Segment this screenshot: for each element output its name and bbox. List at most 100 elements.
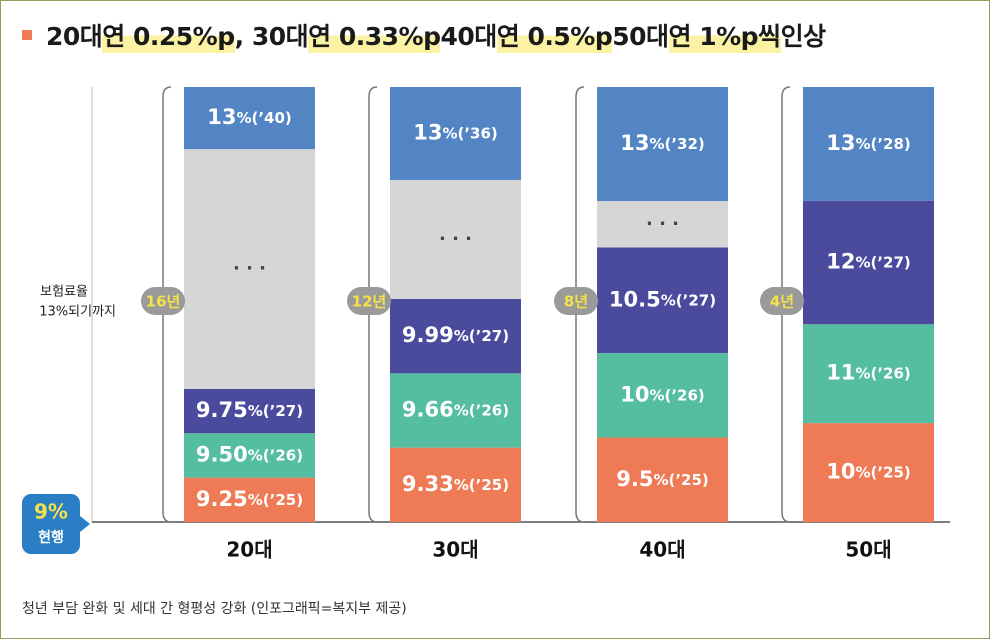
segment-year: %(’28) [855,134,910,152]
title-segment: 연 0.25%p [102,17,235,53]
title-segment: 40대 [440,22,497,51]
title-segment: 연 0.33%p [308,17,441,53]
bar-segment-indigo [803,200,934,325]
chart-title: 20대 연 0.25%p , 30대 연 0.33%p 40대 연 0.5%p … [22,10,826,60]
segment-rate: 9.50 [196,442,248,466]
current-rate-badge [22,494,80,554]
duration-badge [554,287,598,315]
segment-label: 10.5%(’27) [609,287,716,311]
ellipsis-marker: · · · [646,213,679,234]
x-tick-label: 30대 [432,538,478,562]
bar-segment-gray [390,179,521,299]
bar-segment-teal [597,353,728,438]
segment-year: %(’32) [649,135,704,153]
ellipsis-marker: · · · [439,228,472,249]
segment-label: 12%(’27) [826,249,911,273]
segment-rate: 9.99 [402,323,454,347]
bar-segment-teal [184,433,315,478]
segment-label: 9.50%(’26) [196,442,303,466]
duration-badge-text: 4년 [770,293,794,311]
segment-year: %(’25) [653,470,708,488]
segment-year: %(’25) [248,490,303,508]
segment-label: 13%(’40) [207,105,292,129]
bar-segment-orange [803,423,934,522]
segment-year: %(’27) [454,327,509,345]
segment-label: 13%(’32) [620,131,705,155]
segment-rate: 9.25 [196,487,248,511]
bar-segment-blue [597,87,728,202]
segment-year: %(’25) [855,463,910,481]
segment-label: 9.33%(’25) [402,472,509,496]
bar-segment-teal [390,373,521,448]
segment-year: %(’26) [454,401,509,419]
segment-year: %(’26) [248,446,303,464]
bar-segment-indigo [184,388,315,434]
bar-segment-gray [597,201,728,248]
segment-rate: 10 [826,460,855,484]
bar-segment-orange [597,437,728,522]
segment-year: %(’40) [236,109,291,127]
segment-rate: 10 [620,382,649,406]
bar-segment-blue [803,87,934,201]
title-segment: 연 0.5%p [496,17,613,53]
segment-label: 9.75%(’27) [196,398,303,422]
segment-rate: 9.75 [196,398,248,422]
segment-rate: 13 [826,131,855,155]
segment-rate: 9.5 [616,467,653,491]
segment-year: %(’27) [661,291,716,309]
title-bullet-icon [22,30,32,40]
segment-rate: 13 [207,105,236,129]
segment-rate: 9.66 [402,397,454,421]
segment-label: 9.25%(’25) [196,487,303,511]
bar-segment-indigo [597,247,728,354]
current-rate-text: 현행 [38,530,64,546]
x-tick-label: 40대 [639,538,685,562]
bar-segment-gray [184,149,315,389]
duration-badge-text: 12년 [352,293,387,311]
stacked-bar-chart: 보험료율13%되기까지9%현행9.25%(’25)9.50%(’26)9.75%… [22,86,950,562]
bar-segment-teal [803,324,934,424]
current-rate-value: 9% [34,500,68,524]
segment-year: %(’26) [649,386,704,404]
image-caption: 청년 부담 완화 및 세대 간 형평성 강화 (인포그래픽=복지부 제공) [22,601,407,617]
segment-label: 9.66%(’26) [402,397,509,421]
title-segment: 20대 [46,22,103,51]
segment-rate: 11 [826,361,855,385]
ellipsis-marker: · · · [233,258,266,279]
title-segment: , 30대 [234,22,309,51]
segment-label: 9.99%(’27) [402,323,509,347]
segment-year: %(’26) [855,364,910,382]
duration-badge [347,287,391,315]
segment-year: %(’25) [454,475,509,493]
segment-year: %(’27) [248,402,303,420]
segment-label: 10%(’26) [620,382,705,406]
segment-rate: 13 [620,131,649,155]
duration-badge [760,287,804,315]
bar-segment-orange [390,447,521,522]
title-segment: 인상 [780,22,827,51]
segment-rate: 13 [413,120,442,144]
segment-rate: 12 [826,249,855,273]
segment-rate: 10.5 [609,287,661,311]
bar-segment-blue [184,87,315,150]
duration-badge-text: 16년 [146,293,181,311]
segment-label: 13%(’28) [826,131,911,155]
bar-segment-orange [184,477,315,522]
segment-year: %(’36) [442,124,497,142]
bar-segment-blue [390,87,521,180]
segment-label: 10%(’25) [826,460,911,484]
duration-badge-text: 8년 [564,293,588,311]
segment-rate: 9.33 [402,472,454,496]
segment-year: %(’27) [855,253,910,271]
segment-label: 11%(’26) [826,361,911,385]
title-segment: 연 1%p씩 [668,17,781,53]
duration-badge [141,287,185,315]
segment-label: 13%(’36) [413,120,498,144]
y-axis-label: 보험료율 [40,285,88,300]
segment-label: 9.5%(’25) [616,467,709,491]
bar-segment-indigo [390,298,521,374]
current-rate-badge-pointer [80,516,90,532]
x-tick-label: 50대 [845,538,891,562]
y-axis-label: 13%되기까지 [39,305,116,320]
x-tick-label: 20대 [226,538,272,562]
